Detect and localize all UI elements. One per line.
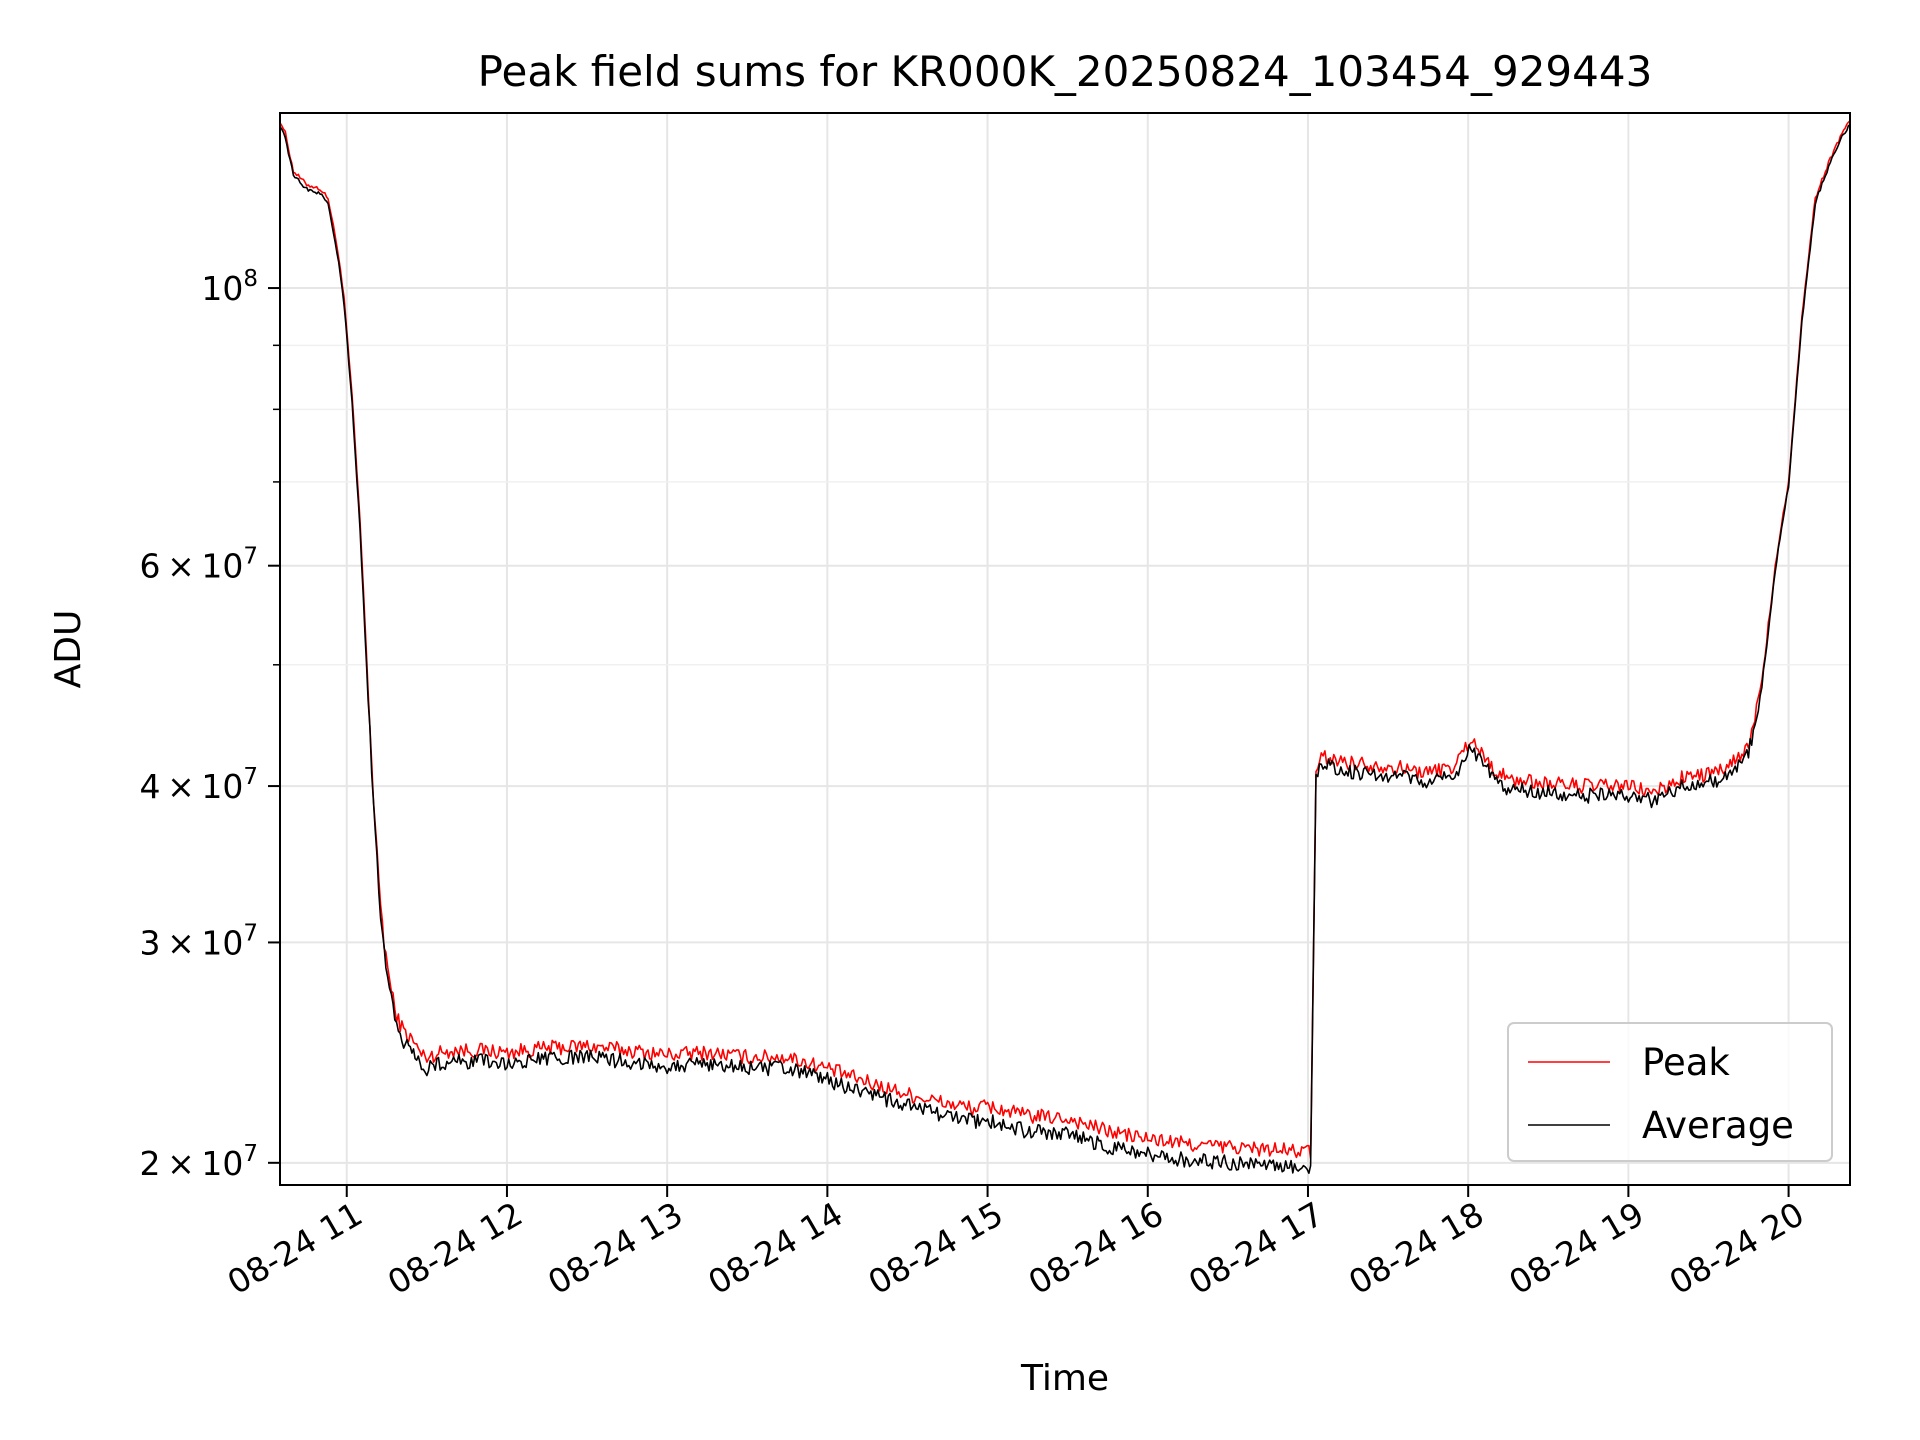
grid bbox=[280, 113, 1850, 1185]
y-tick-label: 6 × 107 bbox=[140, 544, 258, 586]
x-axis-label: Time bbox=[1020, 1358, 1109, 1399]
y-tick-label: 4 × 107 bbox=[140, 764, 258, 806]
y-tick-label: 3 × 107 bbox=[140, 920, 258, 962]
series-line-average bbox=[279, 124, 1851, 1174]
y-axis-label: ADU bbox=[48, 610, 89, 689]
legend: Peak Average bbox=[1507, 1022, 1833, 1162]
series-line-peak bbox=[279, 120, 1851, 1160]
legend-label-average: Average bbox=[1642, 1104, 1794, 1147]
legend-box bbox=[1507, 1022, 1833, 1162]
y-tick-label: 2 × 107 bbox=[140, 1141, 258, 1183]
chart-title: Peak field sums for KR000K_20250824_1034… bbox=[478, 47, 1653, 96]
y-tick-label: 108 bbox=[201, 266, 258, 308]
y-axis: 2 × 107 3 × 107 4 × 107 6 × 107 108 bbox=[140, 266, 280, 1183]
plot-frame bbox=[279, 112, 1851, 1186]
series-layer bbox=[279, 120, 1851, 1174]
legend-label-peak: Peak bbox=[1642, 1041, 1730, 1084]
